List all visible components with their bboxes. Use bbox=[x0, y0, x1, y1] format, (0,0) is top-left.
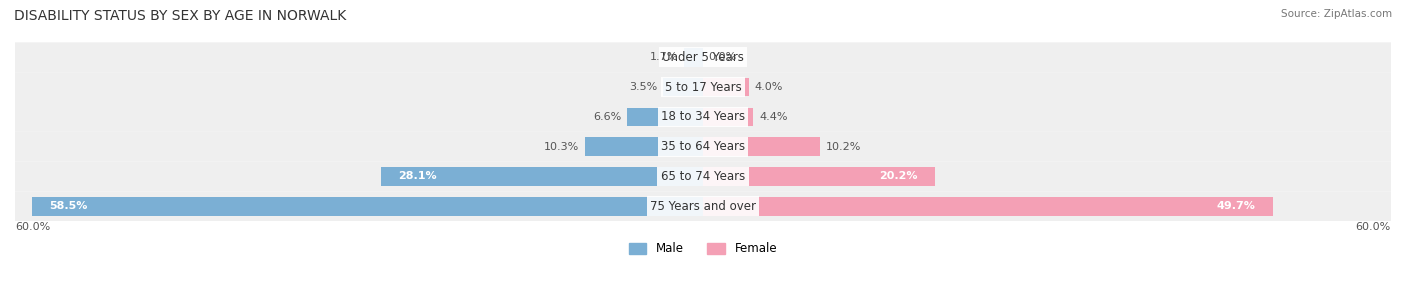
Text: 5 to 17 Years: 5 to 17 Years bbox=[665, 81, 741, 94]
FancyBboxPatch shape bbox=[15, 72, 1391, 102]
Bar bbox=[703, 197, 1272, 216]
Text: 65 to 74 Years: 65 to 74 Years bbox=[661, 170, 745, 183]
Text: 75 Years and over: 75 Years and over bbox=[650, 200, 756, 213]
Text: 6.6%: 6.6% bbox=[593, 112, 621, 122]
Text: 4.4%: 4.4% bbox=[759, 112, 787, 122]
Text: 20.2%: 20.2% bbox=[879, 171, 918, 181]
Text: 10.2%: 10.2% bbox=[825, 142, 860, 152]
Text: 49.7%: 49.7% bbox=[1216, 201, 1256, 211]
Text: 58.5%: 58.5% bbox=[49, 201, 87, 211]
Text: 60.0%: 60.0% bbox=[1355, 222, 1391, 232]
FancyBboxPatch shape bbox=[15, 102, 1391, 132]
Bar bbox=[703, 137, 820, 156]
Text: 0.0%: 0.0% bbox=[709, 52, 737, 62]
Bar bbox=[381, 167, 703, 186]
Text: 35 to 64 Years: 35 to 64 Years bbox=[661, 140, 745, 153]
FancyBboxPatch shape bbox=[15, 42, 1391, 72]
Bar bbox=[627, 108, 703, 126]
Bar bbox=[703, 108, 754, 126]
Text: 10.3%: 10.3% bbox=[544, 142, 579, 152]
Bar bbox=[683, 48, 703, 67]
FancyBboxPatch shape bbox=[15, 132, 1391, 161]
FancyBboxPatch shape bbox=[15, 192, 1391, 221]
Bar bbox=[662, 78, 703, 96]
Text: 60.0%: 60.0% bbox=[15, 222, 51, 232]
Bar bbox=[585, 137, 703, 156]
Text: Under 5 Years: Under 5 Years bbox=[662, 51, 744, 64]
Text: Source: ZipAtlas.com: Source: ZipAtlas.com bbox=[1281, 9, 1392, 19]
Text: 28.1%: 28.1% bbox=[398, 171, 437, 181]
Bar bbox=[703, 167, 935, 186]
Text: 3.5%: 3.5% bbox=[628, 82, 657, 92]
Text: 18 to 34 Years: 18 to 34 Years bbox=[661, 110, 745, 123]
Bar bbox=[703, 78, 749, 96]
FancyBboxPatch shape bbox=[15, 161, 1391, 192]
Text: DISABILITY STATUS BY SEX BY AGE IN NORWALK: DISABILITY STATUS BY SEX BY AGE IN NORWA… bbox=[14, 9, 346, 23]
Legend: Male, Female: Male, Female bbox=[624, 237, 782, 260]
Bar bbox=[32, 197, 703, 216]
Text: 4.0%: 4.0% bbox=[755, 82, 783, 92]
Text: 1.7%: 1.7% bbox=[650, 52, 678, 62]
